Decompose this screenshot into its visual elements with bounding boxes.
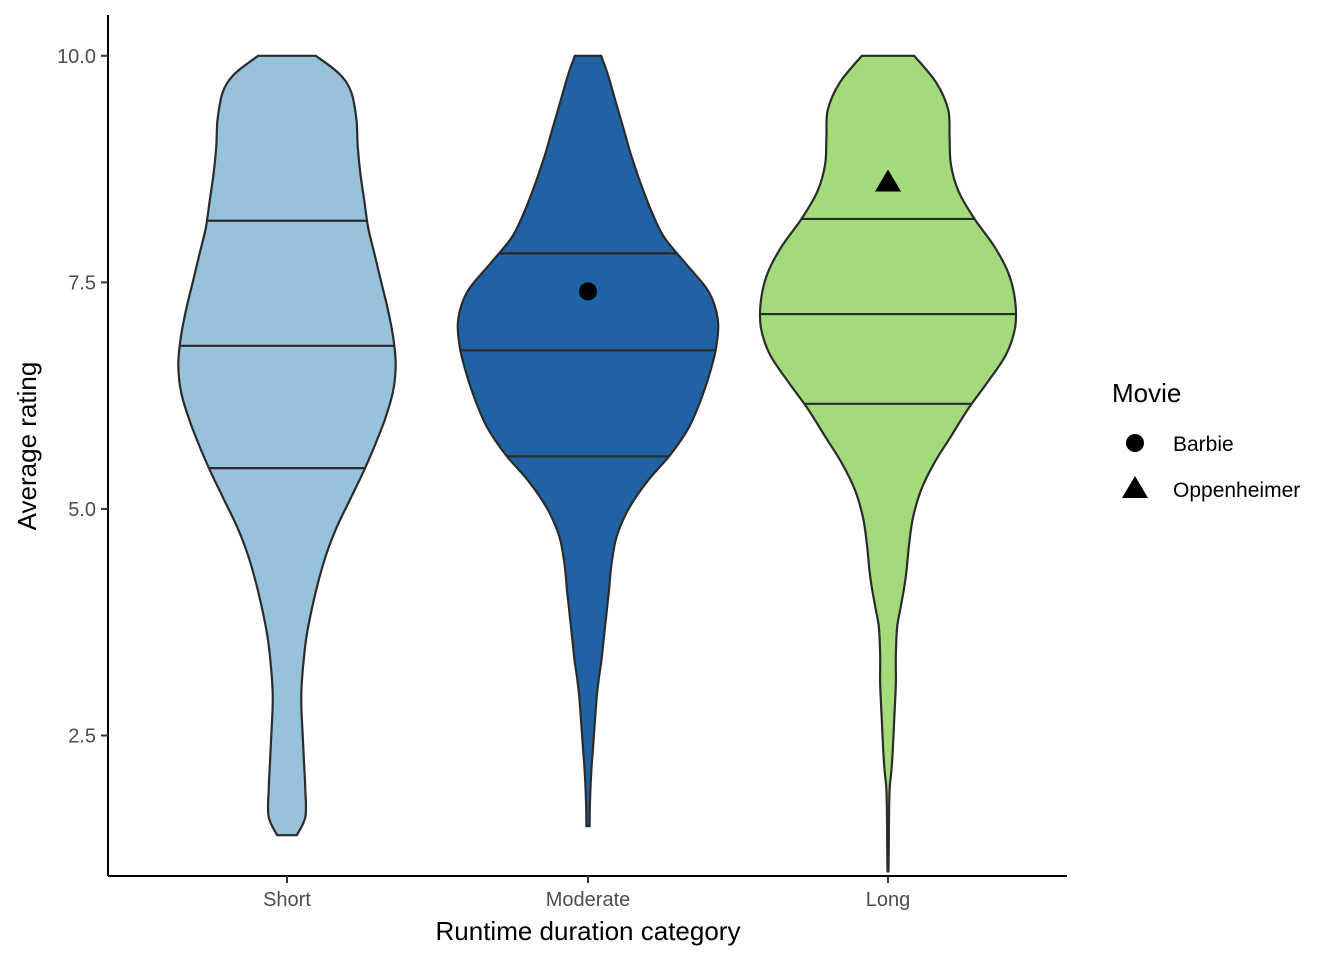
y-tick-label: 2.5 bbox=[68, 726, 96, 748]
point-barbie bbox=[579, 282, 597, 301]
violins-layer bbox=[177, 54, 1018, 873]
y-tick-label: 5.0 bbox=[68, 499, 96, 521]
violin-short bbox=[177, 54, 397, 837]
legend-barbie-label: Barbie bbox=[1173, 433, 1234, 456]
y-tick-label: 7.5 bbox=[68, 272, 96, 294]
legend: Movie Barbie Oppenheimer bbox=[1112, 378, 1300, 502]
x-tick-label: Moderate bbox=[546, 889, 631, 911]
legend-oppenheimer-marker bbox=[1122, 476, 1148, 498]
legend-barbie-marker bbox=[1126, 434, 1144, 452]
legend-oppenheimer-label: Oppenheimer bbox=[1173, 479, 1300, 502]
violin-moderate bbox=[456, 54, 720, 828]
x-tick-label: Short bbox=[263, 889, 311, 911]
point-oppenheimer bbox=[875, 169, 901, 192]
y-axis-ticks: 2.5 5.0 7.5 10.0 bbox=[57, 46, 108, 748]
y-axis-title: Average rating bbox=[12, 362, 42, 531]
x-axis-title: Runtime duration category bbox=[436, 916, 741, 946]
y-tick-label: 10.0 bbox=[57, 46, 96, 68]
x-axis-ticks: Short Moderate Long bbox=[263, 876, 910, 911]
legend-title: Movie bbox=[1112, 378, 1181, 408]
x-tick-label: Long bbox=[866, 889, 911, 911]
points-layer bbox=[579, 169, 901, 301]
violin-long bbox=[758, 54, 1018, 873]
